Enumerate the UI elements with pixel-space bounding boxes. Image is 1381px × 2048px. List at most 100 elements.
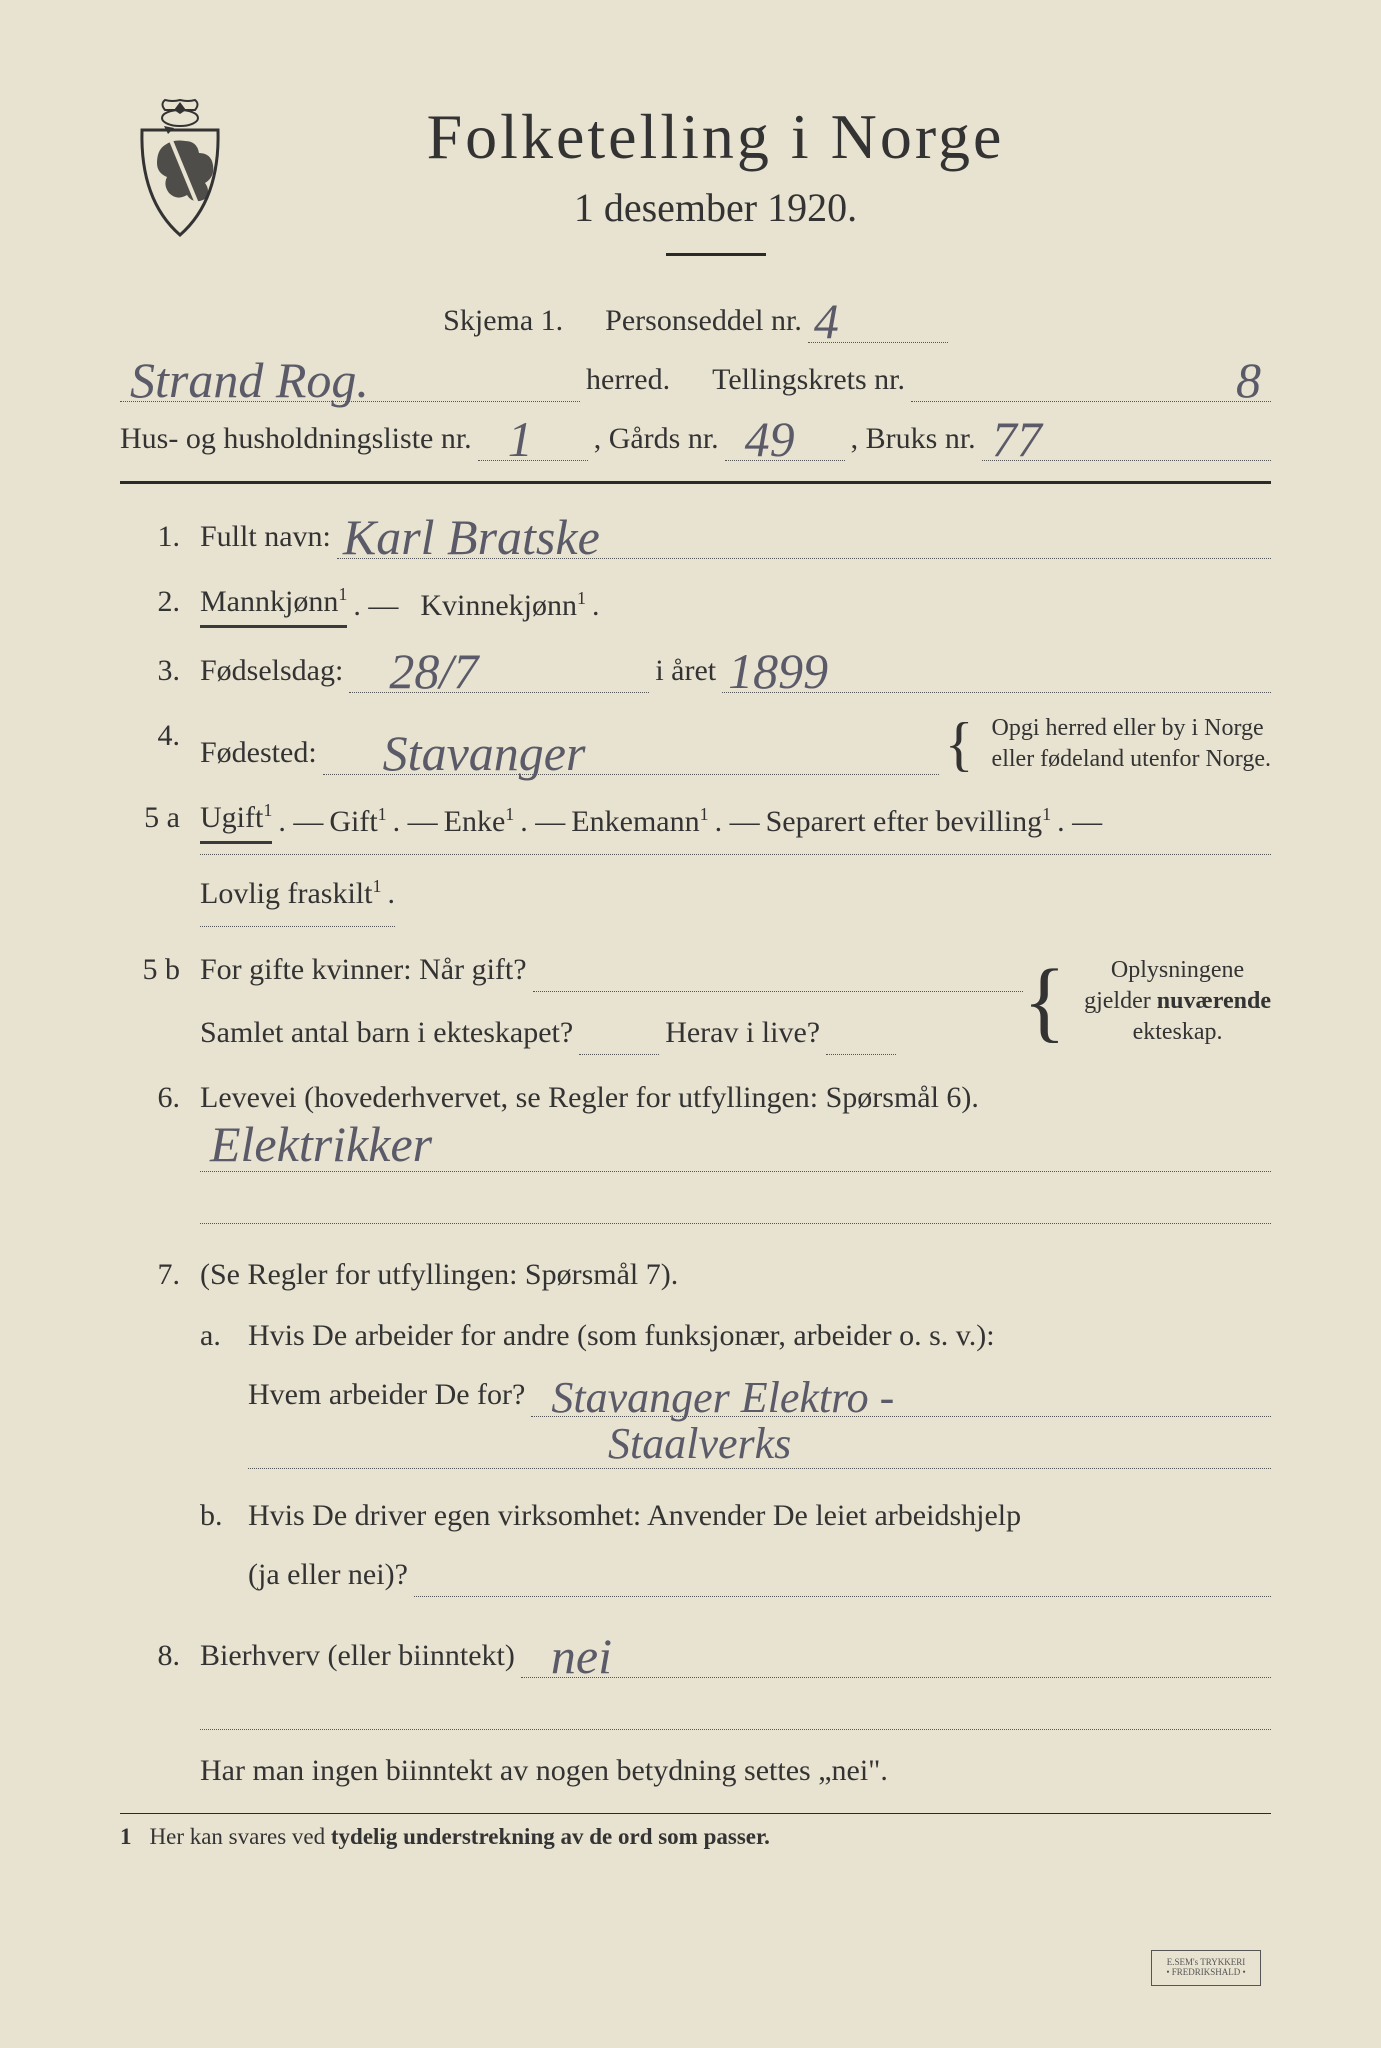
personseddel-blank: 4 (808, 309, 948, 343)
q7b-letter: b. (200, 1493, 230, 1597)
q5b-note-l3: ekteskap. (1133, 1019, 1223, 1045)
husliste-blank: 1 (478, 427, 588, 461)
gards-blank: 49 (725, 427, 845, 461)
q5b-note-l2: gjelder nuværende (1084, 988, 1271, 1014)
q5b-l1: For gifte kvinner: Når gift? (200, 947, 527, 992)
form-body: Skjema 1. Personseddel nr. 4 Strand Rog.… (120, 298, 1271, 1855)
personseddel-value: 4 (814, 296, 839, 346)
q7a-value1: Stavanger Elektro - (551, 1376, 894, 1420)
q3-num: 3. (120, 648, 180, 693)
q5b: 5 b For gifte kvinner: Når gift? Samlet … (120, 947, 1271, 1055)
title-divider (666, 253, 766, 256)
q7b-blank (414, 1563, 1271, 1597)
tellingskrets-blank: 8 (911, 368, 1271, 402)
q5a-opt3: Enkemann1 (571, 799, 708, 844)
q7-label: (Se Regler for utfyllingen: Spørsmål 7). (200, 1252, 1271, 1297)
herred-value: Strand Rog. (130, 355, 369, 405)
herred-line: Strand Rog. herred. Tellingskrets nr. 8 (120, 357, 1271, 402)
husliste-line: Hus- og husholdningsliste nr. 1 , Gårds … (120, 416, 1271, 461)
q8-label: Bierhverv (eller biinntekt) (200, 1633, 515, 1678)
q3-day-value: 28/7 (389, 646, 478, 696)
bruks-value: 77 (992, 414, 1042, 464)
q7a-blank2: Staalverks (248, 1425, 1271, 1469)
bruks-blank: 77 (982, 427, 1271, 461)
q8-value: nei (551, 1631, 612, 1681)
q6-value-line: Elektrikker (200, 1128, 1271, 1172)
tellingskrets-label: Tellingskrets nr. (712, 357, 905, 402)
q8-blank: nei (521, 1644, 1271, 1678)
herred-label: herred. (586, 357, 670, 402)
q3-day-blank: 28/7 (349, 659, 649, 693)
q4-note-l2: eller fødeland utenfor Norge. (992, 746, 1271, 772)
subtitle: 1 desember 1920. (280, 184, 1151, 231)
q5a-opt0: Ugift1 (200, 795, 272, 844)
q7a-blank1: Stavanger Elektro - (531, 1383, 1271, 1417)
q4-label: Fødested: (200, 730, 317, 775)
q7a-letter: a. (200, 1313, 230, 1477)
q3-year-label: i året (655, 648, 716, 693)
q1: 1. Fullt navn: Karl Bratske (120, 514, 1271, 559)
q3-year-blank: 1899 (722, 659, 1271, 693)
q6-blank-line (200, 1180, 1271, 1224)
q7a-l2: Hvem arbeider De for? (248, 1372, 525, 1417)
q5b-l2a-blank (579, 1021, 659, 1055)
q5a-opt4: Separert efter bevilling1 (766, 799, 1052, 844)
q7b-l2: (ja eller nei)? (248, 1552, 408, 1597)
q4-num: 4. (120, 713, 180, 758)
q5a-opt2: Enke1 (444, 799, 515, 844)
footnote-text: Her kan svares ved tydelig understreknin… (150, 1820, 770, 1855)
q6-label: Levevei (hovederhvervet, se Regler for u… (200, 1075, 1271, 1120)
q1-num: 1. (120, 514, 180, 559)
footnote-num: 1 (120, 1820, 132, 1855)
skjema-line: Skjema 1. Personseddel nr. 4 (120, 298, 1271, 343)
q4-blank: Stavanger (323, 741, 939, 775)
q8-note: Har man ingen biinntekt av nogen betydni… (200, 1748, 1271, 1793)
q1-blank: Karl Bratske (337, 525, 1271, 559)
q5b-l2b: Herav i live? (665, 1010, 820, 1055)
q7: 7. (Se Regler for utfyllingen: Spørsmål … (120, 1252, 1271, 1613)
q5a: 5 a Ugift1 . — Gift1 . — Enke1 . — Enkem… (120, 795, 1271, 927)
crest-svg (120, 90, 240, 240)
q2-sep: . — (353, 583, 398, 628)
q3-label: Fødselsdag: (200, 648, 343, 693)
stamp-l2: • FREDRIKSHALD • (1166, 1968, 1245, 1978)
q8: 8. Bierhverv (eller biinntekt) nei Har m… (120, 1633, 1271, 1793)
q7-num: 7. (120, 1252, 180, 1297)
q1-value: Karl Bratske (343, 512, 600, 562)
header: Folketelling i Norge 1 desember 1920. (120, 100, 1271, 284)
q5a-num: 5 a (120, 795, 180, 840)
herred-blank: Strand Rog. (120, 368, 580, 402)
husliste-value: 1 (508, 414, 533, 464)
q1-label: Fullt navn: (200, 514, 331, 559)
q2-female: Kvinnekjønn1 (420, 583, 586, 628)
husliste-label: Hus- og husholdningsliste nr. (120, 416, 472, 461)
coat-of-arms-icon (120, 90, 240, 240)
thick-divider (120, 481, 1271, 484)
q5b-note-l1: Oplysningene (1111, 957, 1244, 983)
q5a-line2: Lovlig fraskilt1 (200, 871, 381, 916)
q4-note-l1: Opgi herred eller by i Norge (992, 715, 1264, 741)
q2-tail: . (592, 583, 600, 628)
q5a-opt1: Gift1 (329, 799, 386, 844)
q7a-value2: Staalverks (608, 1422, 791, 1466)
q7a: a. Hvis De arbeider for andre (som funks… (200, 1313, 1271, 1477)
q5b-l2b-blank (826, 1021, 896, 1055)
gards-value: 49 (745, 414, 795, 464)
tellingskrets-value: 8 (1236, 355, 1261, 405)
q3-year-value: 1899 (728, 646, 828, 696)
census-form-page: Folketelling i Norge 1 desember 1920. Sk… (0, 0, 1381, 2048)
q4-note: { Opgi herred eller by i Norge eller fød… (945, 713, 1271, 775)
main-title: Folketelling i Norge (280, 100, 1151, 174)
printer-stamp: E.SEM's TRYKKERI • FREDRIKSHALD • (1151, 1950, 1261, 1986)
q8-blank2 (200, 1686, 1271, 1730)
q7b-l1: Hvis De driver egen virksomhet: Anvender… (248, 1493, 1271, 1538)
personseddel-label: Personseddel nr. (605, 298, 802, 343)
q2-male: Mannkjønn1 (200, 579, 347, 628)
skjema-label: Skjema 1. (443, 298, 563, 343)
q3: 3. Fødselsdag: 28/7 i året 1899 (120, 648, 1271, 693)
q5b-num: 5 b (120, 947, 180, 992)
q7b: b. Hvis De driver egen virksomhet: Anven… (200, 1493, 1271, 1597)
q8-num: 8. (120, 1633, 180, 1678)
q6-num: 6. (120, 1075, 180, 1120)
q2-num: 2. (120, 579, 180, 624)
